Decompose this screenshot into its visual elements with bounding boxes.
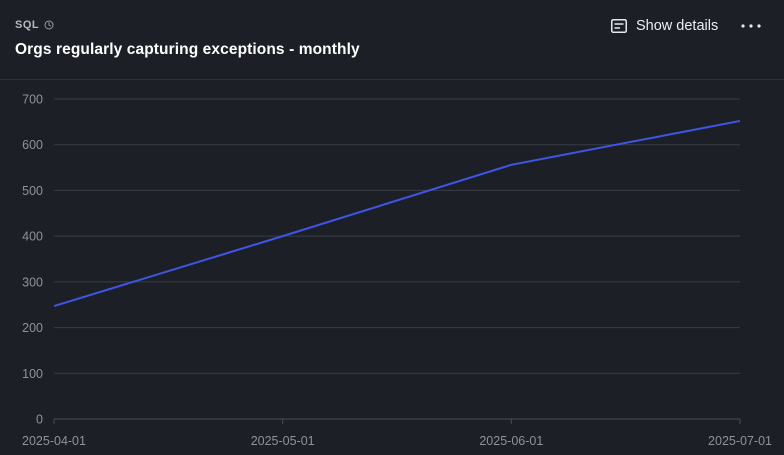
x-axis-ticks: 2025-04-01 2025-05-01 2025-06-01 2025-07-01 — [22, 419, 772, 448]
data-point[interactable] — [506, 160, 516, 170]
more-options-button[interactable] — [736, 12, 766, 40]
grid-lines — [54, 98, 740, 420]
y-tick-label: 0 — [36, 413, 43, 427]
series-layer — [49, 116, 745, 311]
y-tick-label: 600 — [22, 138, 43, 152]
x-tick-label: 2025-06-01 — [479, 434, 543, 448]
data-point[interactable] — [49, 301, 59, 311]
y-tick-label: 500 — [22, 184, 43, 198]
show-details-button[interactable]: Show details — [605, 12, 724, 40]
y-tick-label: 100 — [22, 367, 43, 381]
y-tick-label: 200 — [22, 321, 43, 335]
more-horizontal-icon — [741, 24, 761, 28]
y-tick-label: 400 — [22, 230, 43, 244]
x-tick-label: 2025-07-01 — [708, 434, 772, 448]
series-line[interactable] — [53, 119, 741, 308]
card-header: SQL Orgs regularly capturing exceptions … — [0, 0, 784, 80]
chart-title: Orgs regularly capturing exceptions - mo… — [15, 41, 360, 58]
y-tick-label: 300 — [22, 275, 43, 289]
y-axis-ticks: 0 100 200 300 400 500 600 700 — [22, 93, 43, 427]
data-point[interactable] — [278, 231, 288, 241]
chart-area: 0 100 200 300 400 500 600 700 2025-04-01 2025-05… — [0, 81, 784, 455]
details-card-icon — [611, 19, 627, 33]
show-details-label: Show details — [636, 18, 719, 34]
badge-label: SQL — [15, 19, 40, 31]
x-tick-label: 2025-04-01 — [22, 434, 86, 448]
clock-icon — [44, 20, 54, 30]
x-tick-label: 2025-05-01 — [251, 434, 315, 448]
data-point[interactable] — [735, 116, 745, 126]
sql-badge: SQL — [15, 19, 54, 31]
y-tick-label: 700 — [22, 93, 43, 107]
line-chart: 0 100 200 300 400 500 600 700 2025-04-01 2025-05… — [22, 93, 772, 449]
